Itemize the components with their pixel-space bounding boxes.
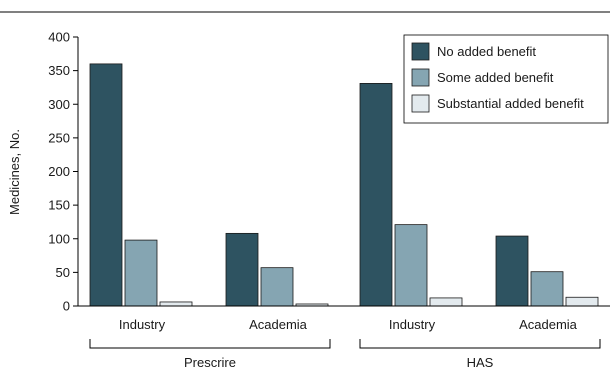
bar bbox=[530, 271, 564, 307]
legend-label: No added benefit bbox=[437, 44, 536, 59]
x-tick-label: Academia bbox=[249, 317, 308, 332]
legend-swatch bbox=[411, 94, 430, 113]
y-tick-label: 400 bbox=[48, 30, 70, 45]
y-axis-label: Medicines, No. bbox=[7, 129, 22, 215]
bar bbox=[359, 83, 393, 307]
group-bracket bbox=[359, 339, 601, 349]
legend: No added benefit Some added benefit Substa… bbox=[403, 34, 609, 124]
y-tick-label: 250 bbox=[48, 130, 70, 145]
y-tick-label: 0 bbox=[63, 299, 70, 314]
x-tick-label: Academia bbox=[519, 317, 578, 332]
y-tick-label: 350 bbox=[48, 63, 70, 78]
bar bbox=[159, 301, 193, 307]
group-label: HAS bbox=[467, 355, 494, 370]
bars bbox=[89, 63, 599, 307]
legend-label: Some added benefit bbox=[437, 70, 554, 85]
bar bbox=[495, 235, 529, 307]
group-bracket bbox=[89, 339, 331, 349]
bar bbox=[89, 63, 123, 307]
group-label: Prescrire bbox=[184, 355, 236, 370]
x-tick-label: Industry bbox=[119, 317, 166, 332]
legend-swatch bbox=[411, 42, 430, 61]
legend-label: Substantial added benefit bbox=[437, 96, 584, 111]
bar bbox=[394, 224, 428, 307]
bar bbox=[260, 267, 294, 307]
bar bbox=[124, 239, 158, 307]
bar bbox=[225, 232, 259, 307]
x-axis: Industry Academia Industry Academia Prescrir… bbox=[78, 305, 610, 370]
y-tick-label: 150 bbox=[48, 198, 70, 213]
legend-swatch bbox=[411, 68, 430, 87]
y-tick-label: 50 bbox=[56, 265, 70, 280]
y-tick-label: 200 bbox=[48, 164, 70, 179]
y-tick-label: 100 bbox=[48, 231, 70, 246]
y-tick-label: 300 bbox=[48, 97, 70, 112]
bar bbox=[565, 296, 599, 307]
x-tick-label: Industry bbox=[389, 317, 436, 332]
legend-frame bbox=[403, 34, 609, 124]
bar bbox=[429, 297, 463, 307]
y-axis: 0 50 100 150 200 250 300 350 400 bbox=[48, 30, 79, 314]
